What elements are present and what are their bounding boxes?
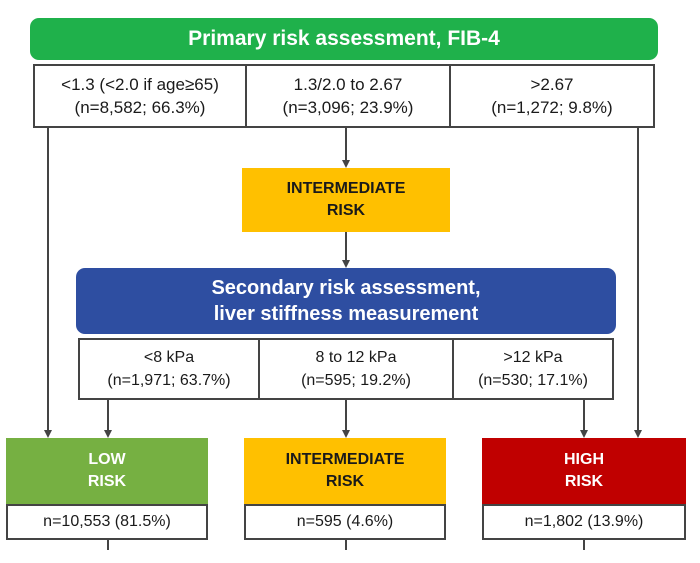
high-risk-count: n=1,802 (13.9%) <box>482 504 686 540</box>
fib4-range: 1.3/2.0 to 2.67 <box>293 75 403 94</box>
fib4-cell-high: >2.67 (n=1,272; 9.8%) <box>449 66 653 126</box>
fib4-count: (n=3,096; 23.9%) <box>282 98 414 117</box>
fib4-count: (n=8,582; 66.3%) <box>74 98 206 117</box>
high-risk-line1: HIGH <box>564 451 604 468</box>
lsm-cell-low: <8 kPa (n=1,971; 63.7%) <box>80 340 258 398</box>
intermediate-label-line2: RISK <box>326 202 366 219</box>
lsm-cell-mid: 8 to 12 kPa (n=595; 19.2%) <box>258 340 452 398</box>
lsm-count: (n=530; 17.1%) <box>478 372 588 389</box>
fib4-table: <1.3 (<2.0 if age≥65) (n=8,582; 66.3%) 1… <box>33 64 655 128</box>
fib4-count: (n=1,272; 9.8%) <box>491 98 613 117</box>
intermediate-label-line1: INTERMEDIATE <box>286 180 406 197</box>
low-risk-line1: LOW <box>88 451 126 468</box>
intermediate-risk-result-box: INTERMEDIATE RISK <box>244 438 446 504</box>
low-risk-box: LOW RISK <box>6 438 208 504</box>
high-risk-line2: RISK <box>564 473 604 490</box>
intermediate-risk-count: n=595 (4.6%) <box>244 504 446 540</box>
lsm-table: <8 kPa (n=1,971; 63.7%) 8 to 12 kPa (n=5… <box>78 338 614 400</box>
low-risk-line2: RISK <box>87 473 127 490</box>
lsm-range: 8 to 12 kPa <box>315 349 397 366</box>
fib4-cell-low: <1.3 (<2.0 if age≥65) (n=8,582; 66.3%) <box>35 66 245 126</box>
lsm-count: (n=1,971; 63.7%) <box>107 372 231 389</box>
secondary-risk-header: Secondary risk assessment, liver stiffne… <box>76 268 616 334</box>
fib4-range: <1.3 (<2.0 if age≥65) <box>61 75 219 94</box>
lsm-count: (n=595; 19.2%) <box>301 372 411 389</box>
primary-risk-title: Primary risk assessment, FIB-4 <box>188 27 500 50</box>
lsm-range: >12 kPa <box>503 349 563 366</box>
intermediate-risk-box: INTERMEDIATE RISK <box>242 168 450 232</box>
intermediate-result-line2: RISK <box>325 473 365 490</box>
lsm-cell-high: >12 kPa (n=530; 17.1%) <box>452 340 612 398</box>
intermediate-result-line1: INTERMEDIATE <box>285 451 405 468</box>
secondary-title-line2: liver stiffness measurement <box>213 303 479 325</box>
lsm-range: <8 kPa <box>143 349 195 366</box>
fib4-cell-mid: 1.3/2.0 to 2.67 (n=3,096; 23.9%) <box>245 66 449 126</box>
fib4-range: >2.67 <box>530 75 574 94</box>
high-risk-box: HIGH RISK <box>482 438 686 504</box>
primary-risk-header: Primary risk assessment, FIB-4 <box>30 18 658 60</box>
low-risk-count: n=10,553 (81.5%) <box>6 504 208 540</box>
secondary-title-line1: Secondary risk assessment, <box>211 277 481 299</box>
